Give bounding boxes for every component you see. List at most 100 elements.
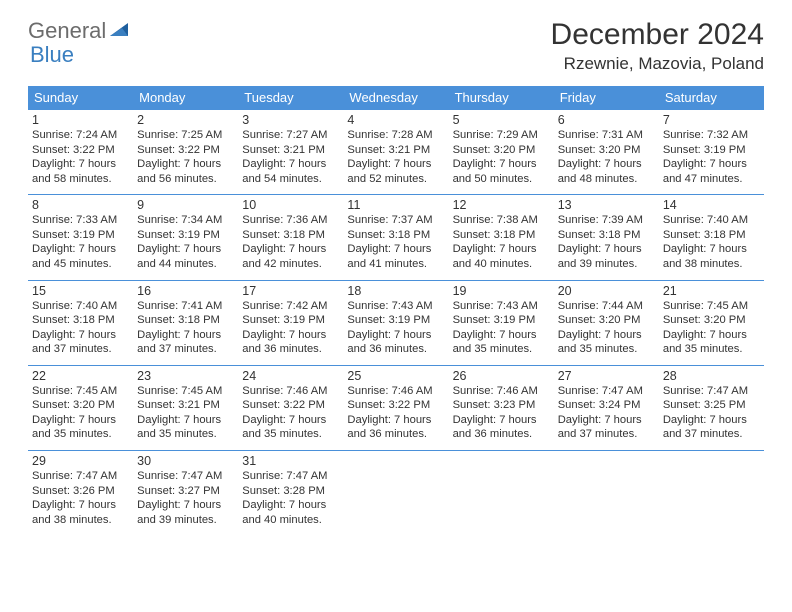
daylight-line: Daylight: 7 hours and 36 minutes. <box>347 413 444 442</box>
sunset-line: Sunset: 3:22 PM <box>32 143 129 158</box>
sunrise-line: Sunrise: 7:36 AM <box>242 213 339 228</box>
daylight-line: Daylight: 7 hours and 56 minutes. <box>137 157 234 186</box>
col-wednesday: Wednesday <box>343 86 448 110</box>
day-cell: 22Sunrise: 7:45 AMSunset: 3:20 PMDayligh… <box>28 365 133 450</box>
sunrise-line: Sunrise: 7:28 AM <box>347 128 444 143</box>
daylight-line: Daylight: 7 hours and 58 minutes. <box>32 157 129 186</box>
col-tuesday: Tuesday <box>238 86 343 110</box>
sunrise-line: Sunrise: 7:31 AM <box>558 128 655 143</box>
day-cell: 4Sunrise: 7:28 AMSunset: 3:21 PMDaylight… <box>343 110 448 195</box>
month-title: December 2024 <box>551 18 764 52</box>
day-number: 2 <box>137 113 234 127</box>
day-number: 13 <box>558 198 655 212</box>
day-cell: 5Sunrise: 7:29 AMSunset: 3:20 PMDaylight… <box>449 110 554 195</box>
sunset-line: Sunset: 3:21 PM <box>347 143 444 158</box>
day-number: 6 <box>558 113 655 127</box>
day-cell: 8Sunrise: 7:33 AMSunset: 3:19 PMDaylight… <box>28 195 133 280</box>
sunset-line: Sunset: 3:20 PM <box>32 398 129 413</box>
day-number: 22 <box>32 369 129 383</box>
day-number: 17 <box>242 284 339 298</box>
sunrise-line: Sunrise: 7:25 AM <box>137 128 234 143</box>
day-number: 12 <box>453 198 550 212</box>
week-row: 8Sunrise: 7:33 AMSunset: 3:19 PMDaylight… <box>28 195 764 280</box>
day-cell: 12Sunrise: 7:38 AMSunset: 3:18 PMDayligh… <box>449 195 554 280</box>
sunrise-line: Sunrise: 7:39 AM <box>558 213 655 228</box>
day-cell: 11Sunrise: 7:37 AMSunset: 3:18 PMDayligh… <box>343 195 448 280</box>
day-cell: 3Sunrise: 7:27 AMSunset: 3:21 PMDaylight… <box>238 110 343 195</box>
sunrise-line: Sunrise: 7:27 AM <box>242 128 339 143</box>
sunrise-line: Sunrise: 7:47 AM <box>137 469 234 484</box>
day-number: 16 <box>137 284 234 298</box>
sunset-line: Sunset: 3:19 PM <box>347 313 444 328</box>
sunrise-line: Sunrise: 7:47 AM <box>32 469 129 484</box>
day-cell <box>343 451 448 536</box>
day-number: 15 <box>32 284 129 298</box>
daylight-line: Daylight: 7 hours and 35 minutes. <box>137 413 234 442</box>
col-monday: Monday <box>133 86 238 110</box>
daylight-line: Daylight: 7 hours and 40 minutes. <box>242 498 339 527</box>
daylight-line: Daylight: 7 hours and 35 minutes. <box>558 328 655 357</box>
day-cell: 21Sunrise: 7:45 AMSunset: 3:20 PMDayligh… <box>659 280 764 365</box>
sunrise-line: Sunrise: 7:46 AM <box>453 384 550 399</box>
logo: General <box>28 18 132 44</box>
day-number: 4 <box>347 113 444 127</box>
logo-text-general: General <box>28 18 106 44</box>
day-cell: 30Sunrise: 7:47 AMSunset: 3:27 PMDayligh… <box>133 451 238 536</box>
day-number: 11 <box>347 198 444 212</box>
daylight-line: Daylight: 7 hours and 50 minutes. <box>453 157 550 186</box>
daylight-line: Daylight: 7 hours and 52 minutes. <box>347 157 444 186</box>
sunrise-line: Sunrise: 7:44 AM <box>558 299 655 314</box>
sunset-line: Sunset: 3:26 PM <box>32 484 129 499</box>
sunset-line: Sunset: 3:19 PM <box>32 228 129 243</box>
sunrise-line: Sunrise: 7:45 AM <box>663 299 760 314</box>
daylight-line: Daylight: 7 hours and 47 minutes. <box>663 157 760 186</box>
sunrise-line: Sunrise: 7:40 AM <box>32 299 129 314</box>
day-cell: 10Sunrise: 7:36 AMSunset: 3:18 PMDayligh… <box>238 195 343 280</box>
page-header: General December 2024 Rzewnie, Mazovia, … <box>28 18 764 74</box>
day-number: 31 <box>242 454 339 468</box>
day-cell <box>554 451 659 536</box>
col-saturday: Saturday <box>659 86 764 110</box>
day-cell: 13Sunrise: 7:39 AMSunset: 3:18 PMDayligh… <box>554 195 659 280</box>
sunset-line: Sunset: 3:18 PM <box>453 228 550 243</box>
daylight-line: Daylight: 7 hours and 35 minutes. <box>32 413 129 442</box>
day-cell: 25Sunrise: 7:46 AMSunset: 3:22 PMDayligh… <box>343 365 448 450</box>
sunset-line: Sunset: 3:21 PM <box>137 398 234 413</box>
day-cell: 23Sunrise: 7:45 AMSunset: 3:21 PMDayligh… <box>133 365 238 450</box>
day-cell: 27Sunrise: 7:47 AMSunset: 3:24 PMDayligh… <box>554 365 659 450</box>
sunset-line: Sunset: 3:28 PM <box>242 484 339 499</box>
sunrise-line: Sunrise: 7:29 AM <box>453 128 550 143</box>
day-number: 24 <box>242 369 339 383</box>
col-sunday: Sunday <box>28 86 133 110</box>
sunset-line: Sunset: 3:18 PM <box>137 313 234 328</box>
daylight-line: Daylight: 7 hours and 36 minutes. <box>242 328 339 357</box>
sunset-line: Sunset: 3:20 PM <box>663 313 760 328</box>
calendar-body: 1Sunrise: 7:24 AMSunset: 3:22 PMDaylight… <box>28 110 764 536</box>
day-number: 27 <box>558 369 655 383</box>
sunset-line: Sunset: 3:18 PM <box>347 228 444 243</box>
day-cell: 9Sunrise: 7:34 AMSunset: 3:19 PMDaylight… <box>133 195 238 280</box>
sunrise-line: Sunrise: 7:46 AM <box>242 384 339 399</box>
day-cell: 2Sunrise: 7:25 AMSunset: 3:22 PMDaylight… <box>133 110 238 195</box>
daylight-line: Daylight: 7 hours and 44 minutes. <box>137 242 234 271</box>
sunrise-line: Sunrise: 7:32 AM <box>663 128 760 143</box>
sunset-line: Sunset: 3:20 PM <box>453 143 550 158</box>
sunrise-line: Sunrise: 7:47 AM <box>242 469 339 484</box>
day-header-row: Sunday Monday Tuesday Wednesday Thursday… <box>28 86 764 110</box>
day-cell: 19Sunrise: 7:43 AMSunset: 3:19 PMDayligh… <box>449 280 554 365</box>
day-cell <box>449 451 554 536</box>
daylight-line: Daylight: 7 hours and 37 minutes. <box>558 413 655 442</box>
day-number: 28 <box>663 369 760 383</box>
daylight-line: Daylight: 7 hours and 35 minutes. <box>453 328 550 357</box>
sunrise-line: Sunrise: 7:40 AM <box>663 213 760 228</box>
daylight-line: Daylight: 7 hours and 36 minutes. <box>453 413 550 442</box>
daylight-line: Daylight: 7 hours and 38 minutes. <box>663 242 760 271</box>
daylight-line: Daylight: 7 hours and 54 minutes. <box>242 157 339 186</box>
calendar-table: Sunday Monday Tuesday Wednesday Thursday… <box>28 86 764 535</box>
day-number: 29 <box>32 454 129 468</box>
sunset-line: Sunset: 3:18 PM <box>242 228 339 243</box>
sunrise-line: Sunrise: 7:37 AM <box>347 213 444 228</box>
sunset-line: Sunset: 3:27 PM <box>137 484 234 499</box>
day-number: 19 <box>453 284 550 298</box>
sunset-line: Sunset: 3:21 PM <box>242 143 339 158</box>
